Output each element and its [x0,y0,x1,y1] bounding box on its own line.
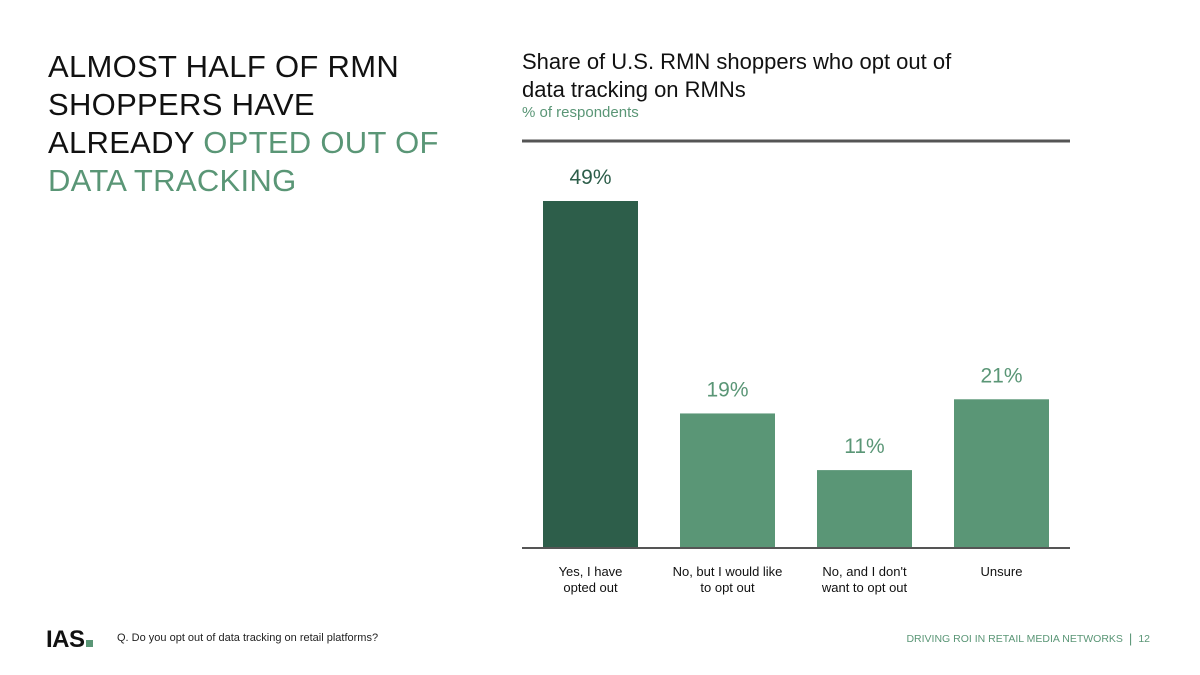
logo-mark-icon [85,640,93,647]
chart-title: Share of U.S. RMN shoppers who opt out o… [522,49,952,102]
logo-text: IAS [46,626,85,653]
headline-part1: ALMOST HALF OF RMN SHOPPERS HAVE ALREADY [48,49,400,160]
headline-highlight: OPTED OUT OF DATA TRACKING [48,125,439,198]
ias-logo: IAS [46,626,93,654]
category-label-4: Unsure [981,564,1023,579]
survey-question: Q. Do you opt out of data tracking on re… [117,632,379,644]
footer-separator: | [1128,631,1133,646]
bar-2 [680,413,775,548]
footer-right: DRIVING ROI IN RETAIL MEDIA NETWORKS | 1… [906,631,1150,646]
bar-value-label-4: 21% [980,364,1022,387]
section-title: DRIVING ROI IN RETAIL MEDIA NETWORKS [906,632,1123,645]
bar-value-label-3: 11% [844,435,884,458]
bar-value-label-2: 19% [706,378,748,401]
bar-4 [954,399,1049,548]
headline: ALMOST HALF OF RMN SHOPPERS HAVE ALREADY… [48,48,468,200]
chart-subtitle: % of respondents [522,104,639,121]
category-label-1: Yes, I have opted out [559,564,623,595]
bar-1 [543,201,638,548]
bar-value-label-1: 49% [569,166,611,189]
category-label-3: No, and I don't want to opt out [821,564,908,595]
bar-3 [817,470,912,548]
category-label-2: No, but I would like to opt out [673,564,783,595]
page-number: 12 [1138,632,1150,645]
